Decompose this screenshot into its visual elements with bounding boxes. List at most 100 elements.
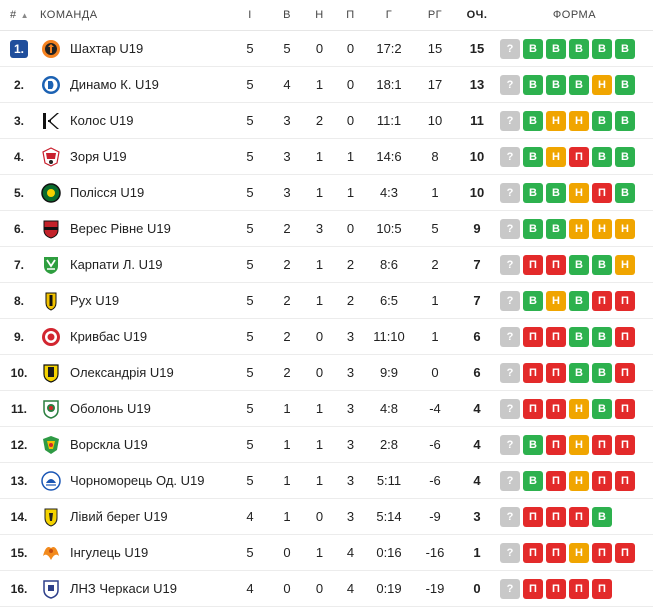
form-win-badge[interactable]: В (569, 38, 589, 59)
form-unknown-badge[interactable]: ? (500, 470, 520, 491)
form-win-badge[interactable]: В (615, 146, 635, 167)
form-draw-badge[interactable]: Н (569, 398, 589, 419)
form-loss-badge[interactable]: П (546, 254, 566, 275)
form-win-badge[interactable]: В (523, 218, 543, 239)
form-draw-badge[interactable]: Н (569, 182, 589, 203)
form-win-badge[interactable]: В (546, 38, 566, 59)
form-loss-badge[interactable]: П (615, 290, 635, 311)
table-row[interactable]: 1. Шахтар U19 5 5 0 0 17:2 15 15? В В В В В (0, 31, 653, 67)
form-loss-badge[interactable]: П (615, 542, 635, 563)
form-unknown-badge[interactable]: ? (500, 110, 520, 131)
form-loss-badge[interactable]: П (523, 506, 543, 527)
form-loss-badge[interactable]: П (523, 578, 543, 599)
form-loss-badge[interactable]: П (569, 506, 589, 527)
table-row[interactable]: 9. Кривбас U19 5 2 0 3 11:10 1 6? П П В В П (0, 319, 653, 355)
form-loss-badge[interactable]: П (546, 398, 566, 419)
form-win-badge[interactable]: В (523, 470, 543, 491)
form-unknown-badge[interactable]: ? (500, 38, 520, 59)
header-diff[interactable]: РГ (412, 0, 458, 31)
form-win-badge[interactable]: В (523, 74, 543, 95)
table-row[interactable]: 8. Рух U19 5 2 1 2 6:5 1 7? В Н В П П (0, 283, 653, 319)
form-loss-badge[interactable]: П (615, 326, 635, 347)
form-loss-badge[interactable]: П (615, 362, 635, 383)
team-cell[interactable]: Чорноморець Од. U19 (38, 463, 230, 499)
table-row[interactable]: 11. Оболонь U19 5 1 1 3 4:8 -4 4? П П Н В П (0, 391, 653, 427)
form-loss-badge[interactable]: П (569, 146, 589, 167)
form-loss-badge[interactable]: П (523, 326, 543, 347)
team-cell[interactable]: ЛНЗ Черкаси U19 (38, 571, 230, 607)
table-row[interactable]: 13. Чорноморець Од. U19 5 1 1 3 5:11 -6 4? В П Н П П (0, 463, 653, 499)
form-win-badge[interactable]: В (569, 326, 589, 347)
form-win-badge[interactable]: В (592, 38, 612, 59)
header-drawn[interactable]: Н (304, 0, 335, 31)
form-loss-badge[interactable]: П (592, 290, 612, 311)
table-row[interactable]: 7. Карпати Л. U19 5 2 1 2 8:6 2 7? П П В В Н (0, 247, 653, 283)
form-unknown-badge[interactable]: ? (500, 74, 520, 95)
header-pos[interactable]: # ▲ (0, 0, 38, 31)
form-draw-badge[interactable]: Н (592, 74, 612, 95)
team-name[interactable]: Лівий берег U19 (70, 509, 168, 524)
form-unknown-badge[interactable]: ? (500, 578, 520, 599)
table-row[interactable]: 5. Полісся U19 5 3 1 1 4:3 1 10? В В Н П В (0, 175, 653, 211)
form-unknown-badge[interactable]: ? (500, 362, 520, 383)
form-loss-badge[interactable]: П (592, 470, 612, 491)
form-unknown-badge[interactable]: ? (500, 182, 520, 203)
form-win-badge[interactable]: В (546, 182, 566, 203)
team-cell[interactable]: Лівий берег U19 (38, 499, 230, 535)
form-loss-badge[interactable]: П (592, 182, 612, 203)
team-name[interactable]: Кривбас U19 (70, 329, 148, 344)
team-name[interactable]: Колос U19 (70, 113, 134, 128)
form-draw-badge[interactable]: Н (546, 110, 566, 131)
form-unknown-badge[interactable]: ? (500, 146, 520, 167)
team-name[interactable]: Оболонь U19 (70, 401, 151, 416)
form-win-badge[interactable]: В (546, 218, 566, 239)
form-loss-badge[interactable]: П (546, 326, 566, 347)
team-name[interactable]: Динамо К. U19 (70, 77, 159, 92)
form-loss-badge[interactable]: П (615, 470, 635, 491)
team-cell[interactable]: Оболонь U19 (38, 391, 230, 427)
form-win-badge[interactable]: В (592, 362, 612, 383)
header-team[interactable]: КОМАНДА (38, 0, 230, 31)
team-cell[interactable]: Рух U19 (38, 283, 230, 319)
table-row[interactable]: 3. Колос U19 5 3 2 0 11:1 10 11? В Н Н В В (0, 103, 653, 139)
form-win-badge[interactable]: В (569, 254, 589, 275)
team-name[interactable]: Полісся U19 (70, 185, 145, 200)
form-loss-badge[interactable]: П (615, 398, 635, 419)
table-row[interactable]: 10. Олександрія U19 5 2 0 3 9:9 0 6? П П В В П (0, 355, 653, 391)
form-win-badge[interactable]: В (523, 434, 543, 455)
table-row[interactable]: 15. Інгулець U19 5 0 1 4 0:16 -16 1? П П Н П П (0, 535, 653, 571)
team-cell[interactable]: Динамо К. U19 (38, 67, 230, 103)
form-loss-badge[interactable]: П (546, 506, 566, 527)
form-loss-badge[interactable]: П (546, 578, 566, 599)
header-played[interactable]: І (230, 0, 270, 31)
sort-up-icon[interactable]: ▲ (20, 11, 30, 20)
form-unknown-badge[interactable]: ? (500, 398, 520, 419)
form-draw-badge[interactable]: Н (592, 218, 612, 239)
form-win-badge[interactable]: В (592, 110, 612, 131)
form-draw-badge[interactable]: Н (569, 434, 589, 455)
form-win-badge[interactable]: В (592, 326, 612, 347)
form-loss-badge[interactable]: П (523, 398, 543, 419)
table-row[interactable]: 6. Верес Рівне U19 5 2 3 0 10:5 5 9? В В Н Н Н (0, 211, 653, 247)
form-loss-badge[interactable]: П (546, 470, 566, 491)
table-row[interactable]: 2. Динамо К. U19 5 4 1 0 18:1 17 13? В В В Н В (0, 67, 653, 103)
form-loss-badge[interactable]: П (546, 434, 566, 455)
form-draw-badge[interactable]: Н (569, 542, 589, 563)
team-name[interactable]: Олександрія U19 (70, 365, 174, 380)
team-name[interactable]: Шахтар U19 (70, 41, 144, 56)
form-draw-badge[interactable]: Н (546, 146, 566, 167)
form-unknown-badge[interactable]: ? (500, 254, 520, 275)
form-loss-badge[interactable]: П (546, 362, 566, 383)
form-draw-badge[interactable]: Н (569, 218, 589, 239)
form-loss-badge[interactable]: П (523, 254, 543, 275)
form-win-badge[interactable]: В (523, 110, 543, 131)
form-win-badge[interactable]: В (592, 254, 612, 275)
team-cell[interactable]: Ворскла U19 (38, 427, 230, 463)
form-win-badge[interactable]: В (615, 74, 635, 95)
team-cell[interactable]: Кривбас U19 (38, 319, 230, 355)
form-loss-badge[interactable]: П (592, 542, 612, 563)
form-draw-badge[interactable]: Н (569, 470, 589, 491)
form-loss-badge[interactable]: П (592, 578, 612, 599)
form-loss-badge[interactable]: П (569, 578, 589, 599)
form-win-badge[interactable]: В (615, 182, 635, 203)
